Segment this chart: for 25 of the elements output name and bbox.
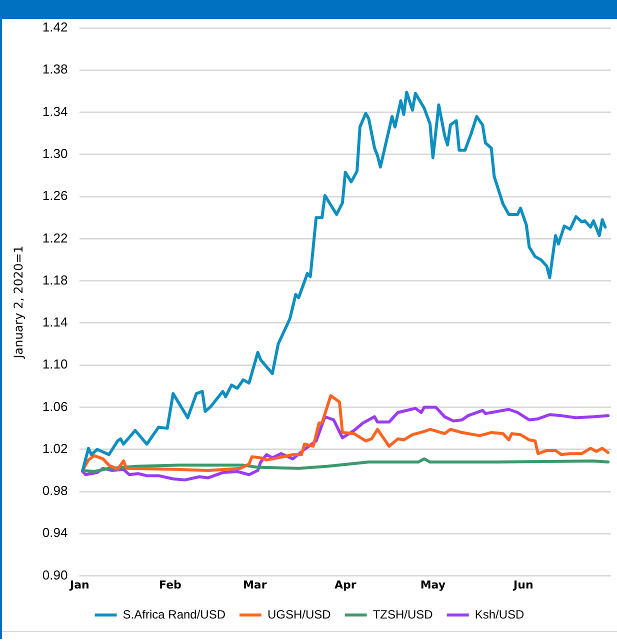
x-tick-label: Feb [158,578,182,592]
y-tick-label: 1.26 [42,188,68,204]
y-tick-label: 1.18 [42,272,68,288]
x-tick-label: May [420,578,446,592]
y-tick-label: 1.14 [42,314,68,330]
y-tick-label: 0.94 [42,525,68,540]
x-tick-label: Jan [69,578,90,592]
legend-label: S.Africa Rand/USD [122,607,226,622]
y-tick-label: 0.90 [42,567,68,582]
legend-label: Ksh/USD [474,607,525,622]
legend-label: TZSH/USD [372,607,434,622]
y-tick-label: 1.22 [42,230,68,246]
y-axis-title: January 2, 2020=1 [11,245,26,360]
y-tick-label: 1.30 [42,146,68,161]
y-tick-label: 1.42 [42,20,68,35]
x-tick-label: Jun [512,578,534,592]
x-tick-label: Apr [334,578,357,592]
y-tick-label: 1.06 [42,398,68,414]
y-tick-label: 0.98 [42,483,68,498]
y-tick-label: 1.02 [42,440,68,456]
y-tick-label: 1.10 [42,356,68,372]
legend-label: UGSH/USD [268,607,332,622]
x-tick-label: Mar [242,578,268,592]
y-tick-label: 1.38 [42,62,68,77]
y-tick-label: 1.34 [42,104,68,119]
